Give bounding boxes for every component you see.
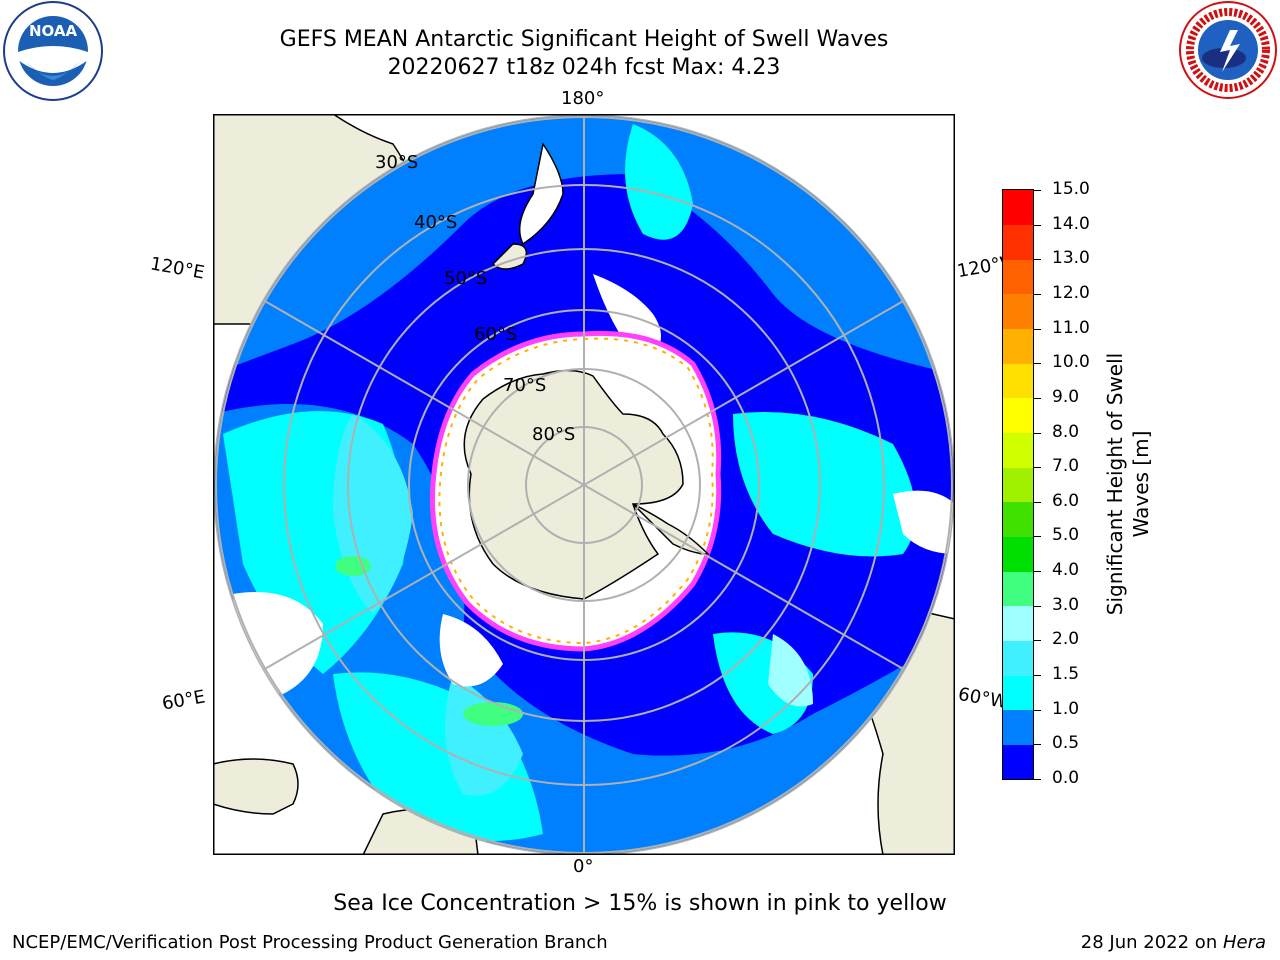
- footer-date: 28 Jun 2022 on Hera: [1081, 932, 1266, 953]
- colorbar-segment: [1003, 397, 1033, 434]
- colorbar-segment: [1003, 224, 1033, 260]
- colorbar-tick: [1034, 293, 1041, 295]
- lat-label-70s: 70°S: [503, 375, 547, 396]
- swell-cyan-3: [625, 124, 693, 240]
- colorbar-tick-label: 8.0: [1052, 421, 1080, 442]
- colorbar-tick-label: 7.0: [1052, 456, 1080, 477]
- colorbar-tick: [1034, 432, 1041, 434]
- colorbar-segment: [1003, 605, 1033, 641]
- colorbar-tick-label: 4.0: [1052, 560, 1080, 581]
- colorbar-tick-label: 2.0: [1052, 629, 1080, 650]
- colorbar-tick: [1034, 501, 1041, 503]
- colorbar-segment: [1003, 501, 1033, 537]
- swell-light-3: [768, 634, 813, 707]
- colorbar-segment: [1003, 571, 1033, 607]
- colorbar-segment: [1003, 467, 1033, 503]
- colorbar-segment: [1003, 709, 1033, 745]
- footer-credit: NCEP/EMC/Verification Post Processing Pr…: [12, 932, 608, 953]
- lat-label-60s: 60°S: [474, 324, 518, 345]
- colorbar-tick: [1034, 328, 1041, 330]
- land-new-zealand: [518, 142, 564, 246]
- lat-label-30s: 30°S: [375, 152, 419, 173]
- colorbar-segment: [1003, 363, 1033, 399]
- colorbar-tick-label: 15.0: [1052, 179, 1090, 199]
- map-title: GEFS MEAN Antarctic Significant Height o…: [279, 27, 889, 52]
- colorbar-tick-label: 3.0: [1052, 594, 1080, 615]
- colorbar-tick: [1034, 605, 1041, 607]
- colorbar-tick-label: 10.0: [1052, 352, 1090, 373]
- colorbar-tick: [1034, 397, 1041, 399]
- noaa-logo-text: NOAA: [29, 22, 78, 40]
- colorbar-segment: [1003, 640, 1033, 676]
- colorbar-label: Significant Height of Swell Waves [m]: [1103, 352, 1153, 616]
- lat-label-80s: 80°S: [532, 424, 576, 445]
- polar-map: [213, 114, 955, 855]
- lon-label-120e: 120°E: [148, 253, 207, 284]
- colorbar-tick: [1034, 675, 1041, 677]
- lon-label-0: 0°: [573, 856, 594, 877]
- colorbar-segment: [1003, 536, 1033, 572]
- nws-logo: [1179, 1, 1277, 99]
- lat-label-50s: 50°S: [444, 268, 488, 289]
- lon-label-60e: 60°E: [160, 686, 207, 715]
- swell-green-1: [335, 556, 371, 576]
- colorbar-tick: [1034, 709, 1041, 711]
- colorbar-tick: [1034, 259, 1041, 261]
- colorbar-tick: [1034, 363, 1041, 365]
- mask-atlantic: [893, 490, 954, 554]
- land-antarctic-peninsula: [632, 503, 710, 555]
- mask-indian-2: [439, 614, 503, 687]
- colorbar-tick-label: 9.0: [1052, 386, 1080, 407]
- colorbar-tick-label: 1.0: [1052, 698, 1080, 719]
- land-africa: [213, 758, 299, 815]
- footer-date-text: 28 Jun 2022 on: [1080, 932, 1223, 953]
- colorbar-segment: [1003, 744, 1033, 780]
- colorbar-tick: [1034, 744, 1041, 746]
- colorbar-tick: [1034, 779, 1041, 780]
- swell-light-2: [445, 674, 523, 796]
- colorbar-tick-label: 12.0: [1052, 282, 1090, 303]
- colorbar-segment: [1003, 259, 1033, 295]
- swell-band-1: [214, 115, 954, 374]
- colorbar-tick: [1034, 571, 1041, 573]
- colorbar-tick-label: 1.5: [1052, 664, 1080, 685]
- lon-label-180: 180°: [561, 88, 605, 109]
- colorbar-tick-label: 13.0: [1052, 248, 1090, 269]
- colorbar-tick: [1034, 190, 1041, 191]
- swell-cyan-4: [733, 412, 916, 557]
- colorbar-tick: [1034, 640, 1041, 642]
- sea-ice-note: Sea Ice Concentration > 15% is shown in …: [333, 891, 947, 916]
- land-new-zealand-south: [491, 243, 528, 270]
- colorbar-tick: [1034, 467, 1041, 469]
- colorbar-tick-label: 0.0: [1052, 768, 1080, 788]
- colorbar-tick-label: 14.0: [1052, 213, 1090, 234]
- colorbar-segment: [1003, 328, 1033, 364]
- swell-green-2: [463, 702, 523, 726]
- map-subtitle: 20220627 t18z 024h fcst Max: 4.23: [387, 55, 781, 80]
- noaa-logo: NOAA: [3, 1, 103, 101]
- footer-system: Hera: [1222, 932, 1266, 953]
- colorbar-tick-label: 0.5: [1052, 733, 1080, 754]
- colorbar-segment: [1003, 432, 1033, 468]
- colorbar-tick-label: 5.0: [1052, 525, 1080, 546]
- colorbar-segment: [1003, 190, 1033, 226]
- colorbar-tick: [1034, 536, 1041, 538]
- colorbar: [1002, 189, 1034, 780]
- colorbar-tick-label: 6.0: [1052, 490, 1080, 511]
- colorbar-segment: [1003, 675, 1033, 711]
- colorbar-tick-label: 11.0: [1052, 317, 1090, 338]
- land-antarctica: [463, 369, 684, 600]
- colorbar-tick: [1034, 224, 1041, 226]
- colorbar-segment: [1003, 293, 1033, 330]
- lat-label-40s: 40°S: [414, 212, 458, 233]
